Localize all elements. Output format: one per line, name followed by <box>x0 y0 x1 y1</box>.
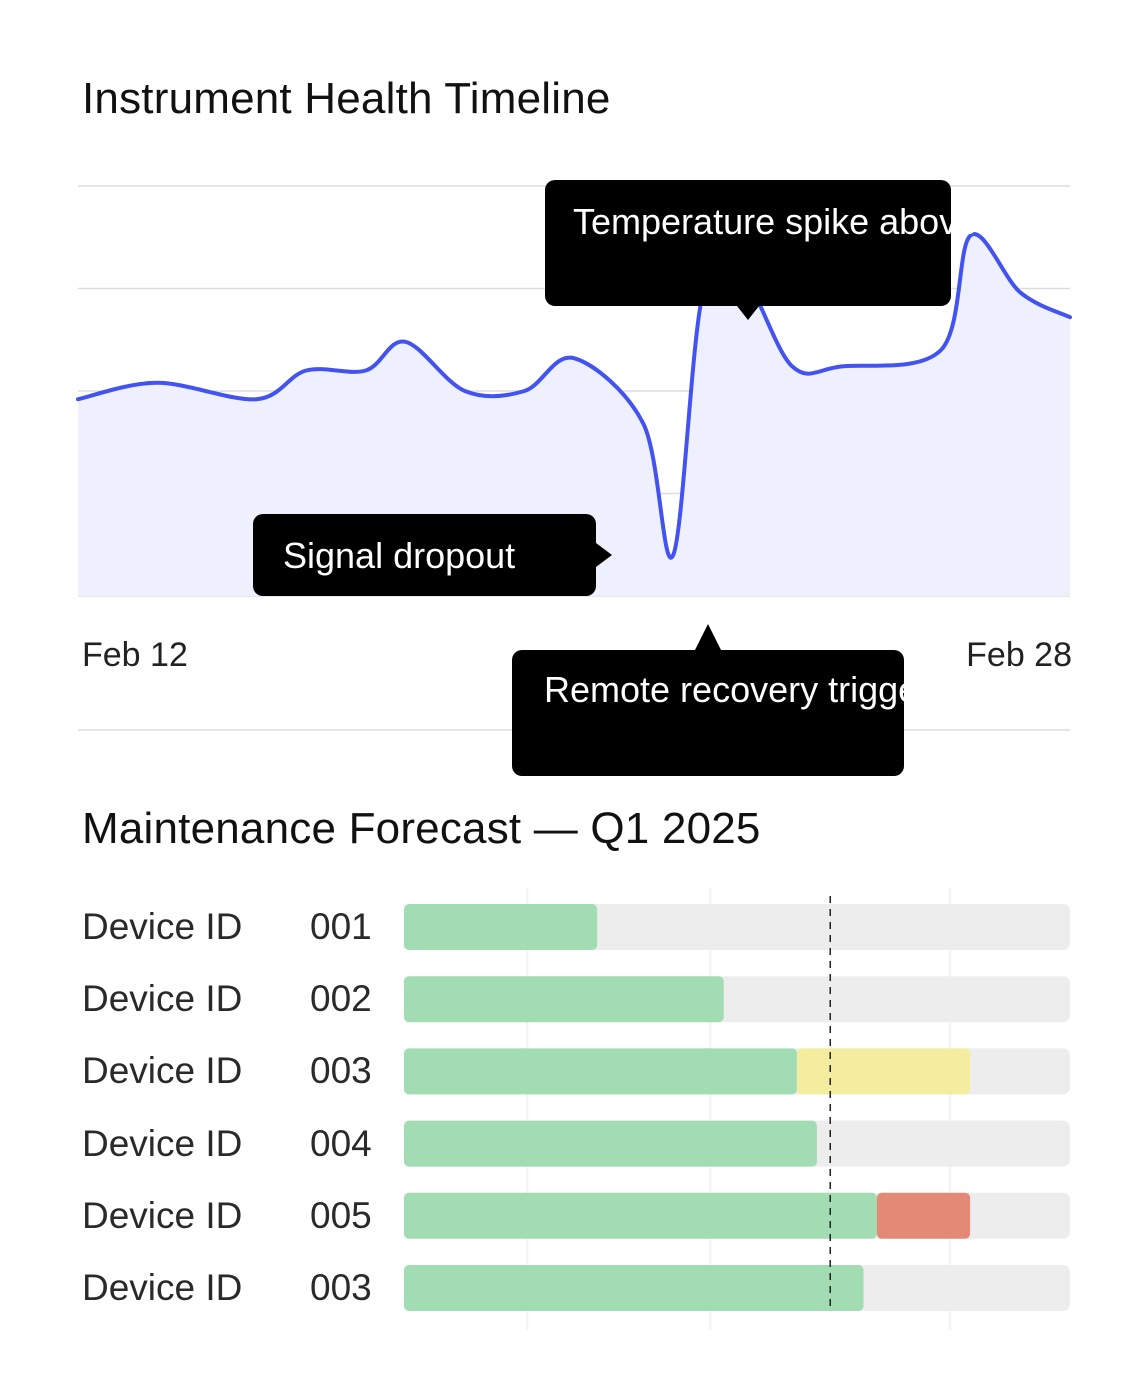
device-row-label: Device ID 003 <box>82 1267 372 1309</box>
annotation-remote-recovery: Remote recovery triggered <box>512 624 971 776</box>
device-id-value: 001 <box>310 906 372 947</box>
device-row-label: Device ID 003 <box>82 1050 372 1092</box>
device-id-value: 003 <box>310 1267 372 1308</box>
annotation-signal-dropout-text: Signal dropout <box>283 535 516 576</box>
device-label-prefix: Device ID <box>82 1050 243 1092</box>
bar-segment-ok <box>404 1120 817 1167</box>
timeline-title: Instrument Health Timeline <box>82 74 611 123</box>
bar-segment-ok <box>404 1192 877 1239</box>
annotation-pointer <box>737 306 759 320</box>
device-id-value: 002 <box>310 978 372 1020</box>
bar-segment-warning <box>796 1048 971 1095</box>
bar-segment-critical <box>876 1192 971 1239</box>
device-id-value: 004 <box>310 1122 372 1164</box>
annotation-temperature-spike: Temperature spike above threshold <box>545 180 1136 320</box>
device-row-label: Device ID 005 <box>82 1194 372 1237</box>
annotation-remote-recovery-text: Remote recovery triggered <box>544 669 971 710</box>
annotation-signal-dropout: Signal dropout <box>253 514 612 596</box>
device-label-prefix: Device ID <box>82 978 243 1020</box>
annotation-pointer <box>695 624 721 650</box>
bar-segment-ok <box>404 1048 797 1095</box>
device-row-label: Device ID 004 <box>82 1122 372 1165</box>
bar-segment-ok <box>404 904 598 950</box>
maintenance-forecast-chart <box>404 888 1070 1330</box>
series-area <box>78 234 1070 596</box>
forecast-title: Maintenance Forecast — Q1 2025 <box>82 804 761 853</box>
series-line <box>76 232 1072 560</box>
device-label-prefix: Device ID <box>82 1122 243 1164</box>
device-id-value: 005 <box>310 1194 372 1236</box>
annotation-pointer <box>596 543 612 567</box>
device-label-prefix: Device ID <box>82 906 243 947</box>
bar-segment-ok <box>404 1265 864 1311</box>
annotation-temperature-spike-text: Temperature spike above threshold <box>573 201 1136 242</box>
device-id-value: 003 <box>310 1050 372 1092</box>
x-axis-end-label: Feb 28 <box>966 636 1072 674</box>
device-label-prefix: Device ID <box>82 1194 243 1236</box>
x-axis-start-label: Feb 12 <box>82 636 188 674</box>
bar-segment-ok <box>404 976 724 1023</box>
device-row-label: Device ID 001 <box>82 906 372 948</box>
device-row-label: Device ID 002 <box>82 978 372 1020</box>
device-label-prefix: Device ID <box>82 1267 243 1308</box>
